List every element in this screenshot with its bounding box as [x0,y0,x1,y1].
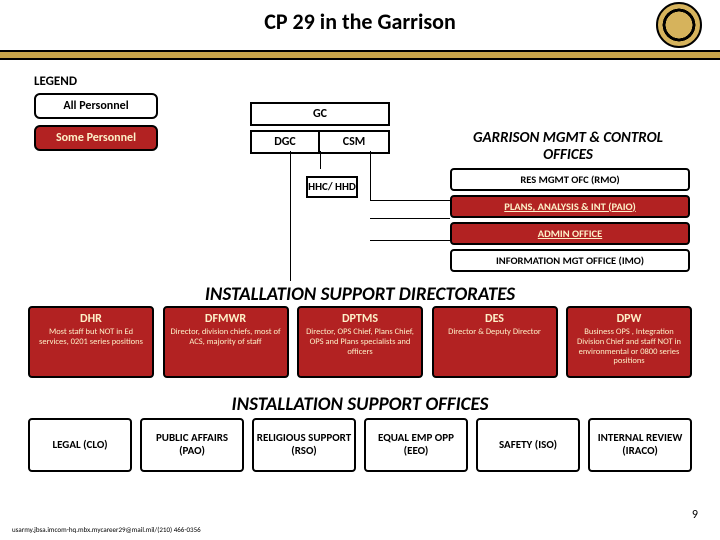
dptms-node: DPTMS Director, OPS Chief, Plans Chief, … [297,306,423,378]
divider [0,58,720,60]
node-sub: Most staff but NOT in Ed services, 0201 … [34,328,148,348]
control-offices-stack: RES MGMT OFC (RMO) PLANS, ANALYSIS & INT… [450,168,690,276]
node-title: DPW [572,312,686,326]
iso-node: SAFETY (ISO) [476,418,580,472]
node-title: DFMWR [169,312,283,326]
paio-node: PLANS, ANALYSIS & INT (PAIO) [450,195,690,218]
node-label: INTERNAL REVIEW (IRACO) [592,432,688,457]
node-title: DPTMS [303,312,417,326]
node-sub: Director, OPS Chief, Plans Chief, OPS an… [303,328,417,357]
dhr-node: DHR Most staff but NOT in Ed services, 0… [28,306,154,378]
connector [370,151,371,201]
node-title: DES [438,312,552,326]
legend-some-personnel: Some Personnel [34,125,158,151]
directorates-row: DHR Most staff but NOT in Ed services, 0… [28,306,692,378]
admin-node: ADMIN OFFICE [450,222,690,245]
offices-heading: INSTALLATION SUPPORT OFFICES [100,393,620,416]
page-title: CP 29 in the Garrison [0,8,720,35]
footer-contact: usarmy.jbsa.imcom-hq.mbx.mycareer29@mail… [12,525,201,534]
connector [320,151,321,169]
hhc-node: HHC/ HHD [306,176,358,198]
offices-row: LEGAL (CLO) PUBLIC AFFAIRS (PAO) RELIGIO… [28,418,692,472]
node-sub: Director & Deputy Director [438,328,552,338]
dpw-node: DPW Business OPS , Integration Division … [566,306,692,378]
directorates-heading: INSTALLATION SUPPORT DIRECTORATES [100,283,620,306]
connector [370,218,450,219]
header: CP 29 in the Garrison [0,0,720,50]
connector [370,200,450,201]
dgc-node: DGC [250,130,320,154]
csm-node: CSM [320,130,390,154]
slide-root: CP 29 in the Garrison LEGEND All Personn… [0,0,720,540]
node-label: SAFETY (ISO) [499,439,557,452]
node-sub: Business OPS , Integration Division Chie… [572,328,686,367]
node-sub: Director, division chiefs, most of ACS, … [169,328,283,348]
legend-all-personnel: All Personnel [34,93,158,119]
legend-heading: LEGEND [34,74,158,89]
node-label: LEGAL (CLO) [52,439,107,452]
eeo-node: EQUAL EMP OPP (EEO) [364,418,468,472]
garrison-mgmt-title: GARRISON MGMT & CONTROL OFFICES [468,130,668,163]
node-label: EQUAL EMP OPP (EEO) [368,432,464,457]
node-label: PUBLIC AFFAIRS (PAO) [144,432,240,457]
rso-node: RELIGIOUS SUPPORT (RSO) [252,418,356,472]
pao-node: PUBLIC AFFAIRS (PAO) [140,418,244,472]
connector [370,240,450,241]
iraco-node: INTERNAL REVIEW (IRACO) [588,418,692,472]
node-label: RELIGIOUS SUPPORT (RSO) [256,432,352,457]
node-title: DHR [34,312,148,326]
dfmwr-node: DFMWR Director, division chiefs, most of… [163,306,289,378]
legend: LEGEND All Personnel Some Personnel [34,74,158,157]
clo-node: LEGAL (CLO) [28,418,132,472]
page-number: 9 [692,508,698,522]
des-node: DES Director & Deputy Director [432,306,558,378]
rmo-node: RES MGMT OFC (RMO) [450,168,690,191]
logo-seal-icon [656,2,702,48]
gc-node: GC [250,102,390,126]
connector [290,151,291,281]
imo-node: INFORMATION MGT OFFICE (IMO) [450,249,690,272]
